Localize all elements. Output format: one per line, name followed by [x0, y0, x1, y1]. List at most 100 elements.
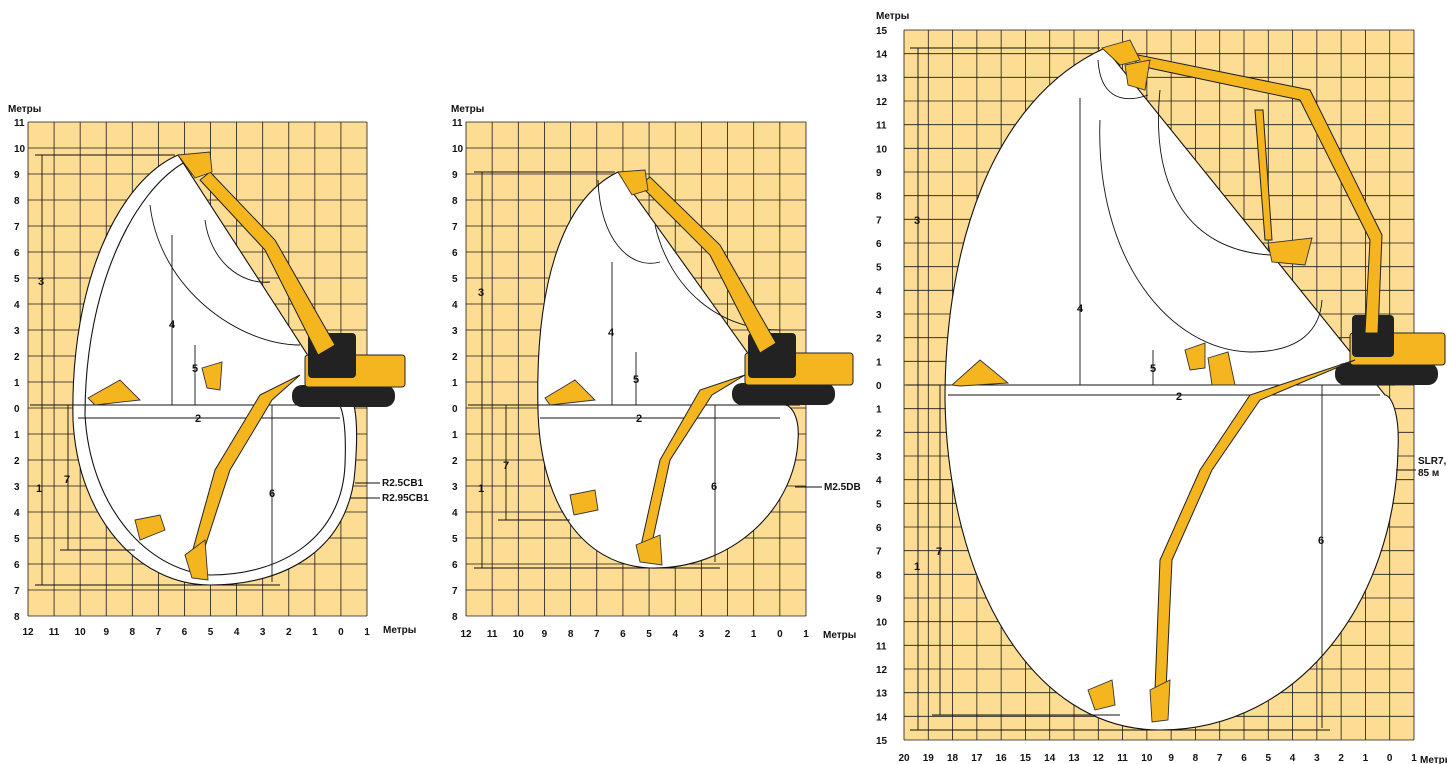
x-tick-label: 15 [1020, 753, 1032, 764]
y-tick-label: 1 [14, 378, 20, 389]
diagram-slr: 1 2 3 4 5 6 7 SLR7, 85 м Метры Метры [876, 11, 1447, 764]
y-tick-label: 11 [876, 121, 887, 132]
dimension-lines [906, 47, 1395, 731]
y-tick-label: 1 [876, 357, 882, 368]
y-tick-label: 7 [14, 586, 20, 597]
y-tick-label: 8 [14, 196, 20, 207]
y-tick-label: 3 [876, 452, 882, 463]
reach-arc [149, 204, 301, 346]
y-tick-label: 8 [14, 612, 20, 623]
y-tick-label: 13 [876, 689, 888, 700]
y-tick-label: 7 [876, 547, 882, 558]
y-tick-label: 4 [14, 300, 20, 311]
bucket-icon [950, 39, 1313, 723]
dim-label-4: 4 [608, 327, 615, 339]
dim-label-6: 6 [1318, 535, 1324, 547]
y-tick-label: 4 [14, 508, 20, 519]
y-tick-label: 1 [876, 405, 882, 416]
y-tick-label: 8 [876, 192, 882, 203]
y-tick-label: 15 [876, 26, 888, 37]
y-tick-label: 3 [14, 482, 20, 493]
dim-label-5: 5 [192, 363, 198, 375]
excavator-icon [189, 171, 406, 563]
y-tick-label: 8 [452, 612, 458, 623]
x-tick-label: 10 [75, 627, 87, 638]
y-tick-label: 10 [452, 144, 464, 155]
excavator-icon [1134, 54, 1446, 691]
y-tick-label: 2 [14, 456, 20, 467]
y-tick-label: 10 [14, 144, 26, 155]
y-tick-label: 2 [452, 352, 458, 363]
y-tick-label: 2 [876, 428, 882, 439]
x-tick-label: 7 [1217, 753, 1223, 764]
y-tick-label: 1 [452, 378, 458, 389]
x-tick-label: 0 [1387, 753, 1393, 764]
y-tick-label: 4 [452, 508, 458, 519]
dim-label-2: 2 [195, 413, 201, 425]
y-tick-label: 0 [876, 381, 882, 392]
y-tick-label: 4 [876, 476, 882, 487]
y-tick-label: 2 [452, 456, 458, 467]
x-tick-label: 1 [751, 629, 757, 640]
y-tick-label: 8 [452, 196, 458, 207]
diagram-r2: 1 2 3 4 5 6 7 R2.5CB1 R2.95CB1 Метры Мет… [8, 104, 429, 638]
y-tick-label: 2 [14, 352, 20, 363]
x-tick-label: 8 [130, 627, 136, 638]
y-tick-label: 8 [876, 570, 882, 581]
dim-label-1: 1 [914, 561, 920, 573]
x-tick-label: 9 [542, 629, 548, 640]
x-tick-label: 6 [1241, 753, 1247, 764]
y-tick-label: 11 [14, 118, 25, 129]
dim-label-1: 1 [36, 483, 42, 495]
y-tick-label: 7 [452, 586, 458, 597]
y-tick-label: 6 [876, 239, 882, 250]
range-label: M2.5DB [824, 482, 861, 493]
y-tick-label: 9 [876, 594, 882, 605]
dim-label-7: 7 [64, 474, 70, 486]
diagram-m25: 1 2 3 4 5 6 7 M2.5DB Метры Метры 12 11 10 9… [451, 104, 861, 641]
y-axis-title: Метры [876, 11, 909, 22]
x-axis-title: Метры [1420, 755, 1447, 764]
dim-label-2: 2 [1176, 391, 1182, 403]
y-tick-label: 15 [876, 736, 888, 747]
y-tick-label: 5 [452, 534, 458, 545]
y-tick-label: 10 [876, 618, 888, 629]
bucket-icon [87, 151, 223, 581]
x-tick-label: 20 [898, 753, 910, 764]
y-tick-label: 5 [14, 274, 20, 285]
y-tick-label: 12 [876, 665, 888, 676]
working-envelope-inner [84, 161, 346, 576]
x-tick-label: 12 [1093, 753, 1105, 764]
y-axis-title: Метры [8, 104, 41, 115]
y-tick-label: 2 [876, 334, 882, 345]
y-axis-title: Метры [451, 104, 484, 115]
dim-label-3: 3 [38, 276, 44, 288]
y-tick-label: 4 [876, 286, 882, 297]
x-tick-label: 11 [1117, 753, 1128, 764]
x-tick-label: 3 [260, 627, 266, 638]
x-tick-label: 2 [1338, 753, 1344, 764]
dim-label-4: 4 [169, 319, 176, 331]
x-tick-label: 1 [1411, 753, 1417, 764]
y-tick-label: 13 [876, 73, 888, 84]
y-tick-label: 1 [452, 430, 458, 441]
y-tick-label: 5 [876, 499, 882, 510]
x-tick-label: 7 [156, 627, 162, 638]
x-tick-label: 13 [1068, 753, 1080, 764]
y-tick-label: 6 [14, 560, 20, 571]
x-tick-label: 9 [103, 627, 109, 638]
x-tick-label: 12 [22, 627, 34, 638]
dim-label-7: 7 [503, 460, 509, 472]
y-tick-label: 3 [876, 310, 882, 321]
y-tick-label: 7 [876, 215, 882, 226]
dim-label-2: 2 [636, 413, 642, 425]
y-tick-label: 0 [452, 404, 458, 415]
x-tick-label: 7 [594, 629, 600, 640]
x-tick-label: 14 [1044, 753, 1056, 764]
x-tick-label: 4 [672, 629, 678, 640]
range-label: R2.95CB1 [382, 493, 429, 504]
x-tick-label: 5 [1266, 753, 1272, 764]
y-tick-label: 11 [452, 118, 463, 129]
